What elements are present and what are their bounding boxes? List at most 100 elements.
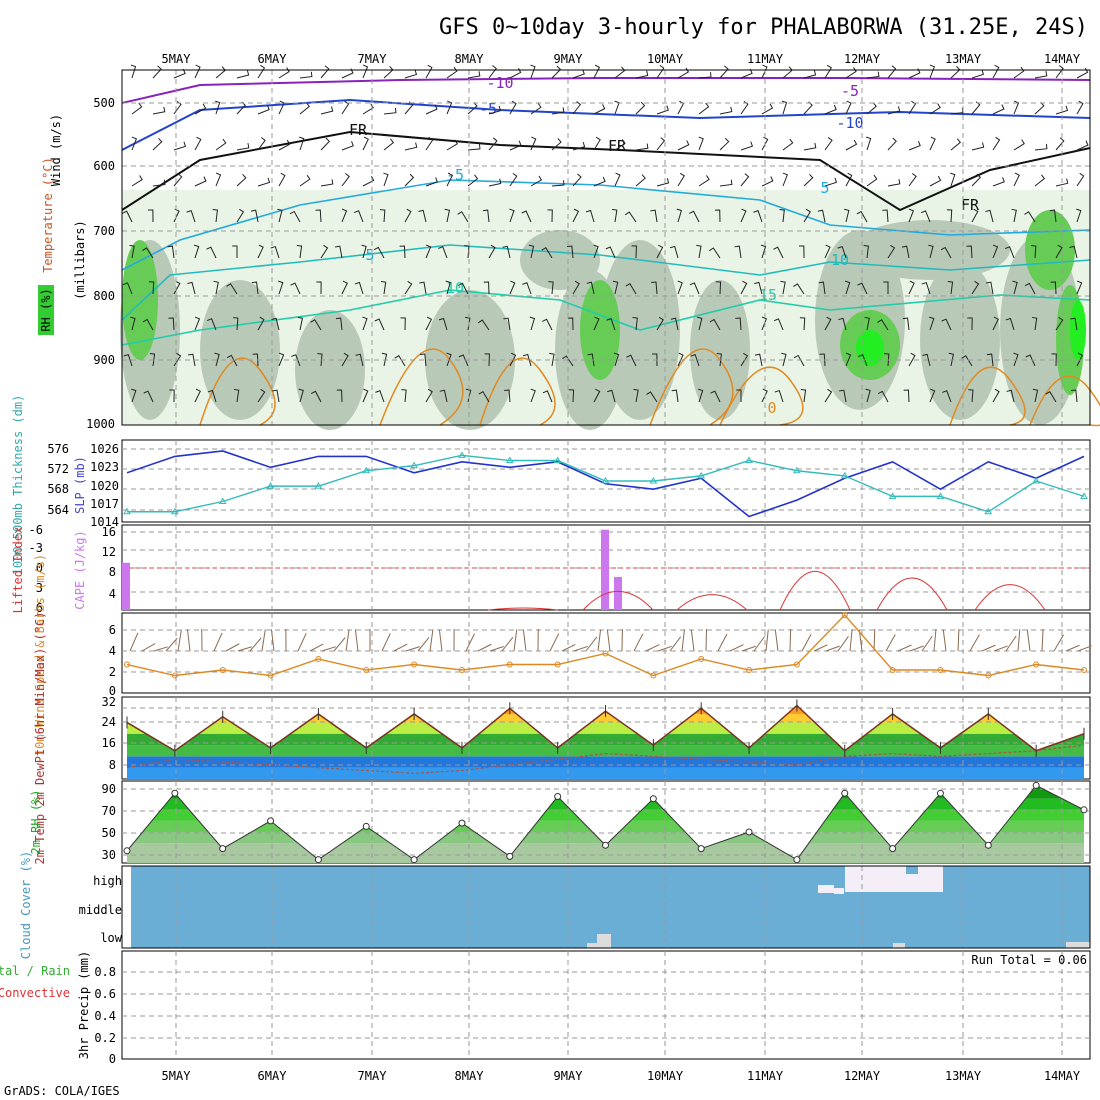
wind-barb bbox=[800, 388, 807, 403]
wind-barb bbox=[946, 209, 953, 223]
wind-barb bbox=[593, 388, 601, 403]
wind-barb bbox=[1006, 389, 1015, 403]
day-label-bottom: 11MAY bbox=[747, 1069, 784, 1083]
temperature-panel-axis-label: 2m Temp 2m DewPt (6hr Min/Max) (°C) bbox=[33, 612, 47, 865]
wind-barb bbox=[567, 317, 574, 331]
wind-barb bbox=[719, 137, 730, 151]
wind-barb bbox=[950, 138, 962, 151]
thickness-marker bbox=[745, 456, 753, 463]
wind-barb bbox=[315, 209, 322, 223]
tick-label: 8 bbox=[109, 565, 116, 579]
wind-barb bbox=[226, 354, 238, 367]
wind10m-barb bbox=[129, 632, 139, 652]
wind-barb bbox=[1076, 352, 1084, 367]
wind-barb bbox=[257, 64, 266, 79]
rh-marker bbox=[219, 845, 227, 853]
wind-barb bbox=[586, 281, 595, 295]
wind-barb bbox=[845, 67, 857, 79]
wind-barb bbox=[1051, 353, 1057, 367]
wind-barb bbox=[336, 389, 343, 403]
wind-barb bbox=[740, 352, 749, 367]
wind-speed-marker bbox=[650, 672, 657, 679]
wind-barb bbox=[551, 180, 565, 187]
wind-barb bbox=[950, 172, 956, 187]
rh-shade-mid bbox=[520, 230, 600, 290]
thickness-marker bbox=[553, 456, 562, 463]
wind-barb bbox=[1004, 246, 1015, 259]
wind-barb bbox=[1013, 352, 1019, 367]
rh-shading bbox=[120, 190, 1090, 430]
wind-barb bbox=[803, 142, 817, 151]
wind-barb bbox=[740, 173, 750, 187]
contour-label: -10 bbox=[836, 114, 863, 132]
wind-barb bbox=[908, 100, 917, 115]
wind-barb bbox=[530, 136, 537, 151]
wind-barb bbox=[971, 142, 985, 151]
wind-barb bbox=[446, 66, 458, 79]
wind-barb bbox=[568, 389, 575, 403]
wind-speed-marker bbox=[793, 661, 800, 668]
wind-barb bbox=[877, 319, 889, 331]
contour-plus15 bbox=[121, 289, 1091, 346]
wind-barb bbox=[631, 245, 637, 259]
wind-barb bbox=[1011, 208, 1017, 223]
wind-barb bbox=[320, 244, 329, 259]
wind-barb bbox=[399, 245, 406, 259]
cape-bars bbox=[122, 529, 622, 610]
cape-bar bbox=[122, 562, 130, 610]
wind-barb bbox=[1024, 211, 1036, 223]
wind-barb bbox=[887, 244, 896, 259]
wind-speed-marker bbox=[985, 672, 992, 679]
wind10m-barb bbox=[690, 629, 695, 652]
wind-barb bbox=[354, 281, 364, 295]
rh-marker bbox=[123, 847, 131, 855]
day-label-top: 9MAY bbox=[554, 52, 584, 66]
wind10m-barb bbox=[225, 643, 240, 652]
thickness-marker bbox=[362, 466, 371, 474]
wind-barb bbox=[1034, 174, 1046, 187]
wind-barb bbox=[1069, 245, 1078, 259]
wind-barb bbox=[341, 280, 348, 295]
wind-barb bbox=[1013, 172, 1020, 187]
wind10m-barb bbox=[897, 644, 912, 652]
wind-barb bbox=[968, 389, 974, 403]
wind-barb bbox=[650, 209, 658, 223]
wind-barb bbox=[605, 246, 616, 259]
wind10m-barbs bbox=[129, 628, 1092, 652]
wind-barb bbox=[651, 281, 658, 295]
wind-barb bbox=[714, 209, 721, 223]
wind-speed-marker bbox=[554, 661, 561, 668]
wind10m-barb bbox=[885, 634, 896, 652]
contour-label: -5 bbox=[841, 82, 859, 100]
wind10m-barb bbox=[321, 646, 336, 652]
tick-label: 1023 bbox=[90, 460, 119, 474]
wind-barb bbox=[509, 352, 517, 367]
wind-barb bbox=[194, 388, 201, 403]
wind-barb bbox=[529, 316, 536, 331]
wind10m-barb bbox=[270, 629, 275, 652]
thickness-marker bbox=[649, 477, 658, 484]
wind-barb bbox=[857, 282, 868, 295]
wind-barb bbox=[257, 104, 270, 115]
tick-label: 2 bbox=[109, 665, 116, 679]
day-label-top: 7MAY bbox=[358, 52, 388, 66]
wind-barb bbox=[420, 353, 427, 367]
wind-barb bbox=[361, 244, 367, 259]
wind10m-barb bbox=[933, 629, 937, 652]
low-cloud-patch bbox=[1066, 942, 1090, 948]
wind-barb bbox=[921, 281, 931, 295]
wind-barb bbox=[375, 390, 385, 403]
wind-barb bbox=[464, 245, 470, 259]
wind10m-barb bbox=[522, 629, 527, 652]
wind-barb bbox=[169, 389, 175, 403]
wind-barb bbox=[940, 246, 952, 259]
wind-barb bbox=[168, 317, 175, 331]
wind-barb bbox=[593, 316, 600, 331]
wind-barb bbox=[882, 209, 889, 223]
wind10m-barb bbox=[153, 646, 168, 652]
wind10m-barb bbox=[645, 644, 660, 652]
wind-barb bbox=[782, 172, 789, 187]
wind-barb bbox=[1055, 105, 1069, 115]
wind-barb bbox=[381, 352, 388, 367]
contour-label: -5 bbox=[446, 166, 464, 184]
